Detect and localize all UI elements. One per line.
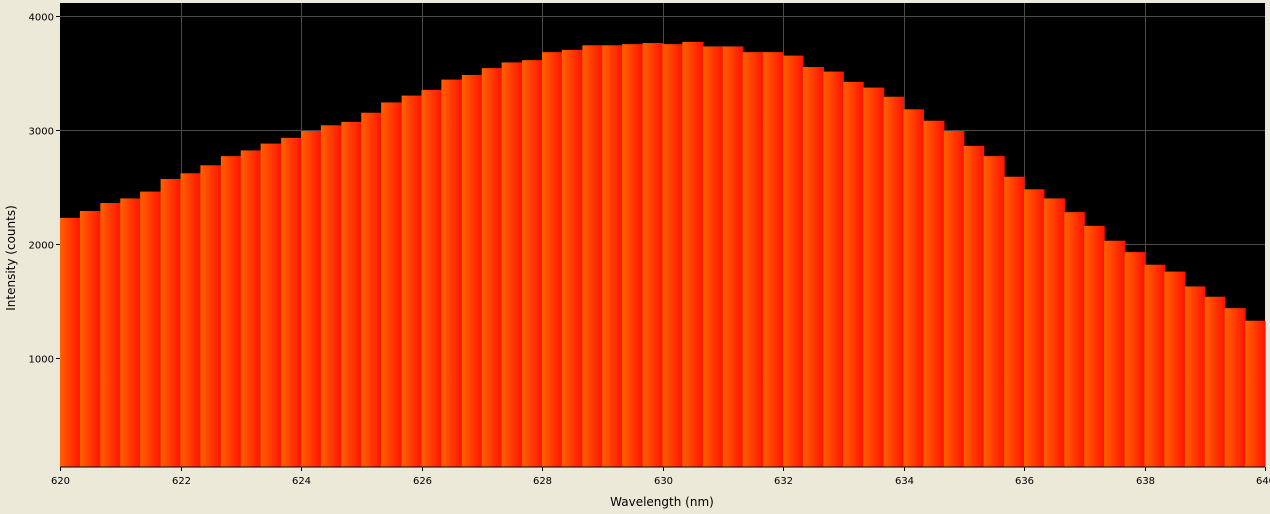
bar xyxy=(60,217,81,467)
bar xyxy=(823,71,844,467)
bar xyxy=(642,43,664,467)
bar xyxy=(1144,264,1165,467)
bar xyxy=(1164,271,1186,467)
x-tick-label: 628 xyxy=(533,476,552,487)
bar xyxy=(622,44,644,467)
bar xyxy=(1184,286,1206,467)
bar xyxy=(783,55,804,467)
bar xyxy=(602,45,623,467)
x-tick-label: 632 xyxy=(774,476,793,487)
bar xyxy=(1224,308,1246,467)
bar xyxy=(240,150,262,467)
x-tick-label: 624 xyxy=(292,476,311,487)
bar xyxy=(281,137,302,468)
bar xyxy=(361,112,382,468)
bar xyxy=(883,96,905,468)
bar xyxy=(1245,320,1266,467)
bar xyxy=(381,102,403,468)
bar xyxy=(140,191,162,467)
bar xyxy=(1064,212,1085,467)
bar xyxy=(542,52,563,467)
bar xyxy=(923,120,945,468)
bar xyxy=(1204,296,1226,467)
bar xyxy=(401,95,423,467)
bar xyxy=(662,44,683,467)
x-tick-label: 638 xyxy=(1136,476,1155,487)
bar xyxy=(1124,252,1146,467)
bar xyxy=(943,131,965,467)
bar xyxy=(461,75,483,467)
bar xyxy=(220,156,242,467)
y-tick-label: 4000 xyxy=(29,13,54,24)
bar xyxy=(200,165,222,468)
bar xyxy=(963,145,985,468)
bar xyxy=(561,49,583,468)
x-axis-title: Wavelength (nm) xyxy=(610,495,714,509)
bar xyxy=(1024,189,1045,468)
bar xyxy=(421,89,442,468)
bar xyxy=(341,121,362,468)
bar xyxy=(320,125,342,467)
bar xyxy=(522,60,543,467)
bar xyxy=(903,109,924,467)
bar xyxy=(682,41,704,468)
bar xyxy=(301,131,322,467)
bar xyxy=(1084,225,1105,467)
bar xyxy=(742,52,764,467)
bar xyxy=(501,62,523,468)
bar xyxy=(983,156,1005,467)
bar xyxy=(722,46,744,468)
y-tick-label: 1000 xyxy=(29,355,54,366)
bar xyxy=(702,46,724,468)
bar xyxy=(120,198,141,467)
x-tick-label: 636 xyxy=(1015,476,1034,487)
x-tick-label: 630 xyxy=(654,476,673,487)
bar xyxy=(160,179,182,467)
x-tick-label: 620 xyxy=(51,476,70,487)
x-tick-label: 634 xyxy=(895,476,914,487)
y-axis: 1000 2000 3000 4000 xyxy=(29,13,60,366)
bar xyxy=(180,173,201,468)
bar xyxy=(1043,198,1065,467)
bar xyxy=(100,203,121,467)
bar xyxy=(1004,176,1025,467)
bars xyxy=(60,41,1266,468)
bar xyxy=(441,79,463,467)
bar xyxy=(843,81,864,468)
x-tick-label: 622 xyxy=(172,476,191,487)
x-tick-label: 626 xyxy=(413,476,432,487)
bar xyxy=(481,68,503,467)
bar xyxy=(802,67,824,467)
bar xyxy=(260,143,282,467)
bar xyxy=(763,52,784,467)
y-axis-title: Intensity (counts) xyxy=(4,205,18,311)
x-tick-label: 640 xyxy=(1256,476,1270,487)
bar xyxy=(863,87,885,467)
bar xyxy=(1104,240,1126,467)
bar xyxy=(79,211,101,467)
y-tick-label: 3000 xyxy=(29,127,54,138)
y-tick-label: 2000 xyxy=(29,241,54,252)
x-axis: 620 622 624 626 628 630 632 634 636 638 640 xyxy=(51,467,1270,487)
bar xyxy=(582,45,603,467)
